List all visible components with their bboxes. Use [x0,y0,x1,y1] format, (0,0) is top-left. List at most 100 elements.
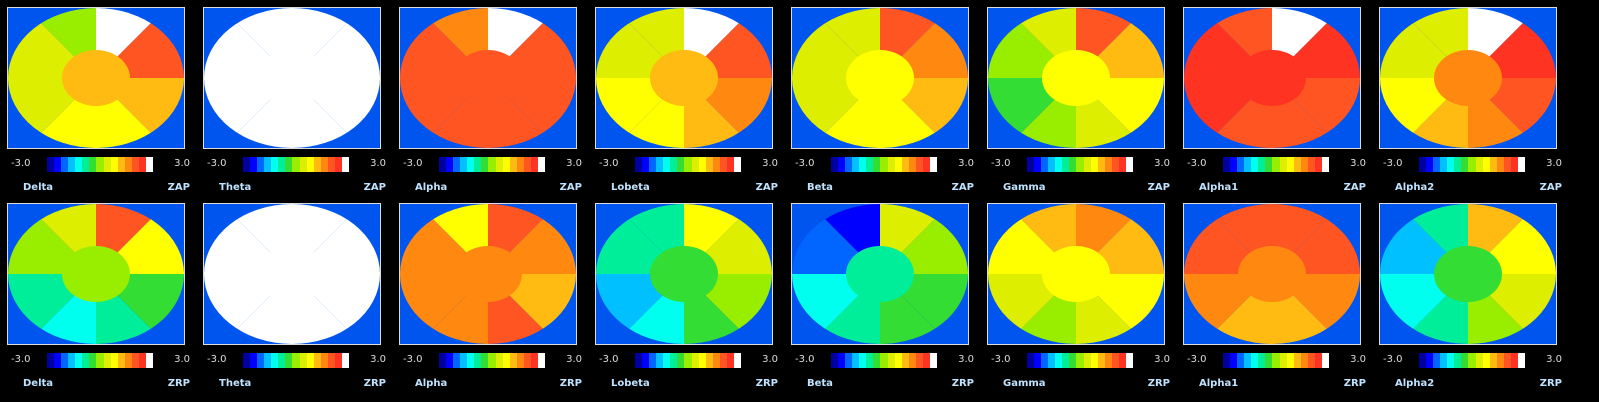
colorbar-swatch [1069,157,1077,172]
topomap-sector [1076,274,1161,344]
colorbar-swatch [1300,157,1308,172]
topomap-sector [880,8,968,78]
scale-max-label: 3.0 [1546,158,1562,169]
topomap-core [1238,50,1306,106]
topomap-panel: -3.0 3.0 Theta ZRP [203,203,386,393]
topomap-sector [684,274,769,344]
topomap [203,7,381,149]
topomap [203,203,381,345]
topomap-sector [988,204,1076,274]
colorbar-swatch [1440,157,1448,172]
colorbar-swatch [1272,157,1280,172]
colorbar-swatch [131,157,139,172]
colorbar-swatch [866,157,874,172]
colorbar-swatch [306,353,314,368]
colorbar-swatch [446,157,454,172]
metric-label: ZRP [755,378,778,389]
colorbar [243,353,349,368]
colorbar-swatch [1475,353,1483,368]
topomap-sector [1076,8,1164,78]
colorbar-swatch [845,157,853,172]
scale-max-label: 3.0 [174,354,190,365]
scale-max-label: 3.0 [762,354,778,365]
topomap-core [846,246,914,302]
topomap-sector [207,274,292,344]
colorbar-swatch [334,353,342,368]
topomap-sector [596,274,684,344]
colorbar-swatch [1230,157,1238,172]
topomap-sector [1383,274,1468,344]
topomap-sector [1468,204,1556,274]
topomap-sector [204,274,292,344]
topomap-sector [1468,274,1556,344]
topomap-sector [596,204,684,274]
topomap-sector [400,8,488,78]
scale-max-label: 3.0 [370,354,386,365]
colorbar-swatch [712,353,720,368]
colorbar-swatch [1447,157,1455,172]
colorbar-swatch [124,353,132,368]
colorbar-swatch [1111,157,1119,172]
colorbar [1419,353,1525,368]
topomap-sector [1468,8,1553,78]
topomap-sector [1380,78,1468,148]
topomap-sector [1383,204,1468,274]
topomap-sector [684,274,772,344]
colorbar-swatch [530,157,538,172]
colorbar-swatch [439,157,447,172]
colorbar-swatch [852,353,860,368]
metric-label: ZRP [167,378,190,389]
colorbar-swatch [1083,157,1091,172]
colorbar-swatch [873,157,881,172]
colorbar-swatch [1034,353,1042,368]
colorbar-swatch [1433,353,1441,368]
topomap-sector [96,204,181,274]
topomap-core [1042,246,1110,302]
topomap-sector [792,204,880,274]
topomap-core [1434,246,1502,302]
topomap-sector [684,204,772,274]
colorbar-swatch [1097,353,1105,368]
colorbar-swatch [1041,157,1049,172]
colorbar-swatch [341,353,349,368]
topomap-sector [292,78,380,148]
topomap-sector [1184,8,1272,78]
band-label: Theta [219,378,252,389]
topomap [399,203,577,345]
topomap-sector [403,78,488,148]
topomap-sector [488,274,573,344]
colorbar-swatch [1426,157,1434,172]
colorbar-swatch [1118,157,1126,172]
colorbar-swatch [1517,157,1525,172]
topomap-panel: -3.0 3.0 Alpha ZRP [399,203,582,393]
metric-label: ZRP [559,378,582,389]
colorbar-swatch [257,353,265,368]
scale-min-label: -3.0 [599,158,619,169]
topomap-sector [599,8,684,78]
colorbar-swatch [327,157,335,172]
colorbar-swatch [243,157,251,172]
colorbar-swatch [670,353,678,368]
colorbar-swatch [460,353,468,368]
topomap-core [1238,246,1306,302]
topomap-sector [292,274,377,344]
topomap-sector [991,274,1076,344]
colorbar-swatch [320,157,328,172]
colorbar [831,353,937,368]
colorbar-swatch [642,157,650,172]
colorbar-swatch [313,157,321,172]
topomap [7,203,185,345]
scale-min-label: -3.0 [403,158,423,169]
colorbar-swatch [726,353,734,368]
colorbar-swatch [1314,353,1322,368]
colorbar-swatch [859,157,867,172]
colorbar-swatch [264,157,272,172]
band-label: Beta [807,182,833,193]
band-label: Theta [219,182,252,193]
colorbar-swatch [922,353,930,368]
topomap-panel: -3.0 3.0 Alpha1 ZRP [1183,203,1366,393]
topomap-sector [988,274,1076,344]
colorbar-swatch [446,353,454,368]
colorbar-swatch [852,157,860,172]
topomap-sector [988,8,1076,78]
